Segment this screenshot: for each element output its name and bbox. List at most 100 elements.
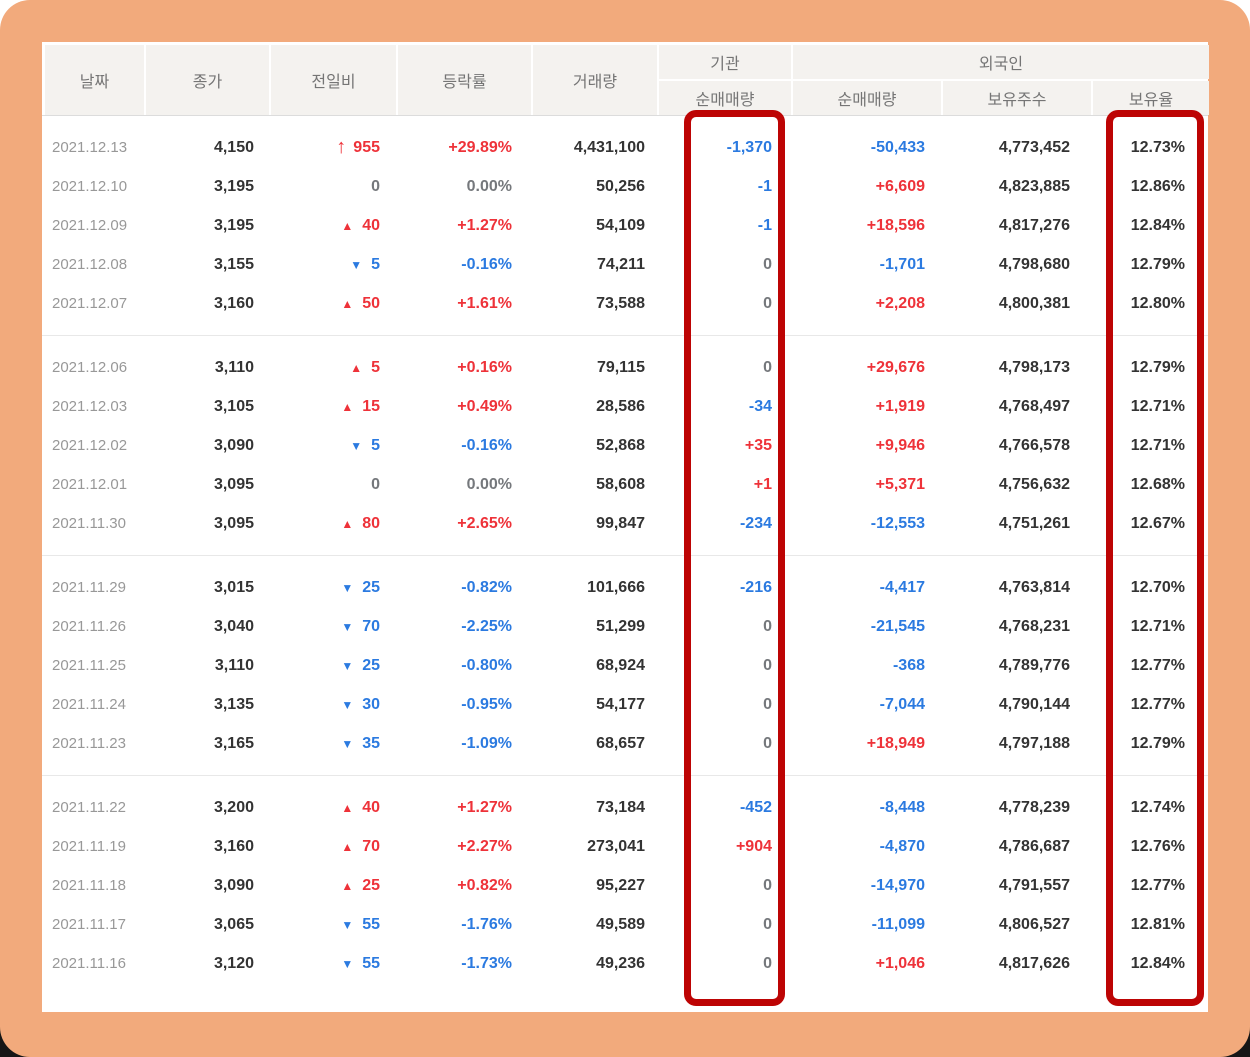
change-arrow-icon: ▼ <box>341 619 354 634</box>
date-cell: 2021.12.07 <box>52 295 128 312</box>
institution-net-volume-cell: 0 <box>763 617 772 635</box>
close-price-cell: 3,200 <box>213 798 254 816</box>
change-cell: ▼ 5 <box>268 256 395 274</box>
date-cell: 2021.12.13 <box>52 139 128 156</box>
change-cell: ▲ 50 <box>268 295 395 313</box>
change-value: 35 <box>362 734 380 752</box>
institution-net-volume-cell: 0 <box>763 358 772 376</box>
foreigner-net-volume-cell: +5,371 <box>875 475 925 493</box>
volume-cell: 79,115 <box>596 358 645 376</box>
volume-cell: 73,588 <box>596 294 645 312</box>
holding-ratio-cell: 12.71% <box>1130 436 1185 454</box>
change-arrow-icon: ▲ <box>341 399 354 414</box>
volume-cell: 58,608 <box>596 475 645 493</box>
header-institution-net-volume: 순매매량 <box>659 81 791 115</box>
change-rate-cell: -0.82% <box>461 578 512 596</box>
institution-net-volume-cell: -452 <box>739 798 772 816</box>
change-value: 5 <box>371 358 380 376</box>
institution-net-volume-cell: -234 <box>739 514 772 532</box>
change-cell: ▼ 35 <box>268 735 395 753</box>
table-body: 2021.12.13 4,150 ↑ 955 +29.89% 4,431,100… <box>42 116 1208 995</box>
change-cell: 0 <box>268 476 395 494</box>
table-row: 2021.11.16 3,120 ▼ 55 -1.73% 49,236 0 +1… <box>42 944 1208 983</box>
institution-net-volume-cell: -34 <box>748 397 772 415</box>
close-price-cell: 3,160 <box>213 294 254 312</box>
holding-ratio-cell: 12.73% <box>1130 138 1185 156</box>
annotation-highlight-institution-net-column <box>684 110 785 1006</box>
change-rate-cell: +2.65% <box>457 514 512 532</box>
close-price-cell: 3,120 <box>213 954 254 972</box>
shares-held-cell: 4,806,527 <box>998 915 1070 933</box>
shares-held-cell: 4,791,557 <box>998 876 1070 894</box>
holding-ratio-cell: 12.81% <box>1130 915 1185 933</box>
close-price-cell: 3,090 <box>213 876 254 894</box>
change-arrow-icon: ▲ <box>341 296 354 311</box>
volume-cell: 101,666 <box>587 578 645 596</box>
change-cell: ▼ 25 <box>268 657 395 675</box>
foreigner-net-volume-cell: -21,545 <box>870 617 925 635</box>
close-price-cell: 3,105 <box>213 397 254 415</box>
institution-net-volume-cell: -216 <box>739 578 772 596</box>
shares-held-cell: 4,823,885 <box>998 177 1070 195</box>
close-price-cell: 3,095 <box>213 475 254 493</box>
change-value: 30 <box>362 695 380 713</box>
close-price-cell: 3,110 <box>214 656 254 674</box>
close-price-cell: 3,165 <box>213 734 254 752</box>
header-institution-group: 기관 <box>659 45 791 79</box>
institution-net-volume-cell: 0 <box>763 255 772 273</box>
date-cell: 2021.12.02 <box>52 437 128 454</box>
volume-cell: 74,211 <box>596 255 645 273</box>
change-cell: ↑ 955 <box>268 137 395 158</box>
foreigner-net-volume-cell: -4,417 <box>879 578 925 596</box>
table-row: 2021.11.23 3,165 ▼ 35 -1.09% 68,657 0 +1… <box>42 724 1208 763</box>
header-holding-ratio: 보유율 <box>1093 81 1209 115</box>
foreigner-net-volume-cell: +29,676 <box>866 358 925 376</box>
holding-ratio-cell: 12.77% <box>1130 695 1185 713</box>
change-cell: ▲ 40 <box>268 799 395 817</box>
change-rate-cell: 0.00% <box>466 177 512 195</box>
date-cell: 2021.12.03 <box>52 398 128 415</box>
change-cell: ▼ 5 <box>268 437 395 455</box>
change-value: 0 <box>371 475 380 493</box>
change-value: 955 <box>353 138 380 156</box>
institution-net-volume-cell: 0 <box>763 695 772 713</box>
shares-held-cell: 4,751,261 <box>998 514 1070 532</box>
change-rate-cell: -1.09% <box>461 734 512 752</box>
date-cell: 2021.12.01 <box>52 476 128 493</box>
change-rate-cell: -1.73% <box>461 954 512 972</box>
foreigner-net-volume-cell: -1,701 <box>879 255 925 273</box>
foreigner-net-volume-cell: +18,949 <box>866 734 925 752</box>
holding-ratio-cell: 12.71% <box>1130 617 1185 635</box>
date-cell: 2021.11.29 <box>52 579 126 596</box>
close-price-cell: 3,110 <box>214 358 254 376</box>
annotation-highlight-holding-ratio-column <box>1106 110 1204 1006</box>
table-header: 날짜 종가 전일비 등락률 거래량 기관 외국인 순매매량 순매매량 보유주수 … <box>42 42 1209 116</box>
shares-held-cell: 4,797,188 <box>998 734 1070 752</box>
foreigner-net-volume-cell: +18,596 <box>866 216 925 234</box>
change-arrow-icon: ▼ <box>341 580 354 595</box>
change-cell: ▼ 55 <box>268 955 395 973</box>
change-value: 25 <box>362 876 380 894</box>
table-row: 2021.12.08 3,155 ▼ 5 -0.16% 74,211 0 -1,… <box>42 245 1208 284</box>
header-shares-held: 보유주수 <box>943 81 1091 115</box>
volume-cell: 52,868 <box>596 436 645 454</box>
date-cell: 2021.12.06 <box>52 359 128 376</box>
close-price-cell: 3,095 <box>213 514 254 532</box>
foreigner-net-volume-cell: +2,208 <box>875 294 925 312</box>
close-price-cell: 3,135 <box>213 695 254 713</box>
change-value: 15 <box>362 397 380 415</box>
change-arrow-icon: ▼ <box>350 438 363 453</box>
change-rate-cell: -2.25% <box>461 617 512 635</box>
change-value: 80 <box>362 514 380 532</box>
date-cell: 2021.11.24 <box>52 696 126 713</box>
change-cell: ▲ 80 <box>268 515 395 533</box>
shares-held-cell: 4,768,497 <box>998 397 1070 415</box>
change-rate-cell: +1.61% <box>457 294 512 312</box>
foreigner-net-volume-cell: -12,553 <box>870 514 925 532</box>
change-value: 5 <box>371 436 380 454</box>
change-arrow-icon: ▼ <box>341 697 354 712</box>
header-close-price: 종가 <box>146 45 269 115</box>
shares-held-cell: 4,800,381 <box>998 294 1070 312</box>
change-rate-cell: +0.49% <box>457 397 512 415</box>
